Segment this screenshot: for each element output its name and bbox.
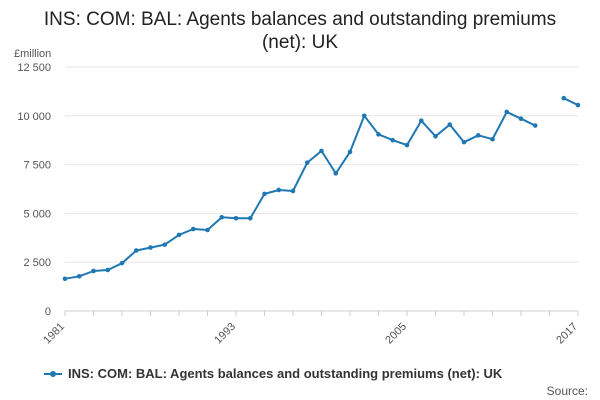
y-tick-label: 2 500 — [23, 257, 51, 269]
data-point — [162, 242, 168, 247]
data-point — [433, 133, 438, 139]
axes — [64, 310, 579, 316]
y-tick-label: 12 500 — [17, 62, 51, 74]
data-point — [219, 215, 225, 220]
data-point — [418, 118, 424, 123]
data-point — [404, 142, 410, 148]
chart-title-line-1: INS: COM: BAL: Agents balances and outst… — [43, 9, 557, 30]
data-point — [247, 215, 253, 221]
legend-swatch-icon — [44, 369, 62, 379]
data-point — [376, 132, 381, 137]
chart-title: INS: COM: BAL: Agents balances and outst… — [0, 8, 600, 54]
y-tick-label: 5 000 — [23, 208, 51, 220]
data-point — [532, 123, 538, 128]
y-tick-label: 7 500 — [23, 160, 51, 172]
data-point — [190, 226, 196, 232]
data-point — [518, 116, 524, 122]
chart-title-line-2: (net): UK — [261, 32, 339, 53]
data-point — [205, 227, 210, 233]
data-point — [148, 245, 153, 250]
data-point — [76, 273, 82, 279]
source-label: Source: — [546, 384, 588, 398]
data-point — [276, 187, 282, 193]
data-point — [176, 232, 182, 238]
series-line — [562, 97, 579, 107]
data-point — [361, 113, 367, 119]
series-line — [64, 110, 537, 280]
tick-labels: 0 2 500 5 000 7 500 10 000 12 500 1981 1993 2005… — [17, 62, 580, 346]
data-point — [304, 160, 310, 165]
data-point — [390, 137, 396, 143]
y-tick-label: 10 000 — [17, 111, 51, 123]
x-tick-label: 2005 — [383, 321, 409, 347]
data-point — [461, 139, 467, 145]
data-point — [319, 148, 324, 154]
series-layer — [62, 95, 581, 282]
data-point — [490, 136, 495, 142]
y-axis-unit-label: £million — [14, 48, 52, 60]
data-point — [504, 109, 510, 115]
data-point — [62, 276, 68, 282]
data-point — [333, 171, 339, 176]
data-point — [119, 260, 125, 266]
x-tick-label: 2017 — [554, 321, 580, 347]
data-point — [290, 188, 296, 194]
x-tick-label: 1981 — [41, 321, 67, 347]
data-point — [91, 268, 96, 274]
data-point — [233, 215, 239, 221]
data-point — [133, 248, 139, 253]
legend-label: INS: COM: BAL: Agents balances and outst… — [68, 366, 503, 381]
legend[interactable]: INS: COM: BAL: Agents balances and outst… — [44, 366, 502, 381]
data-point — [105, 267, 111, 273]
data-point — [447, 122, 453, 127]
data-point — [575, 102, 581, 108]
gridlines — [65, 66, 578, 263]
y-tick-label: 0 — [45, 306, 51, 318]
data-point — [262, 191, 267, 197]
data-point — [561, 95, 567, 101]
data-point — [347, 149, 353, 155]
data-point — [475, 133, 481, 138]
x-tick-label: 1993 — [212, 321, 238, 347]
